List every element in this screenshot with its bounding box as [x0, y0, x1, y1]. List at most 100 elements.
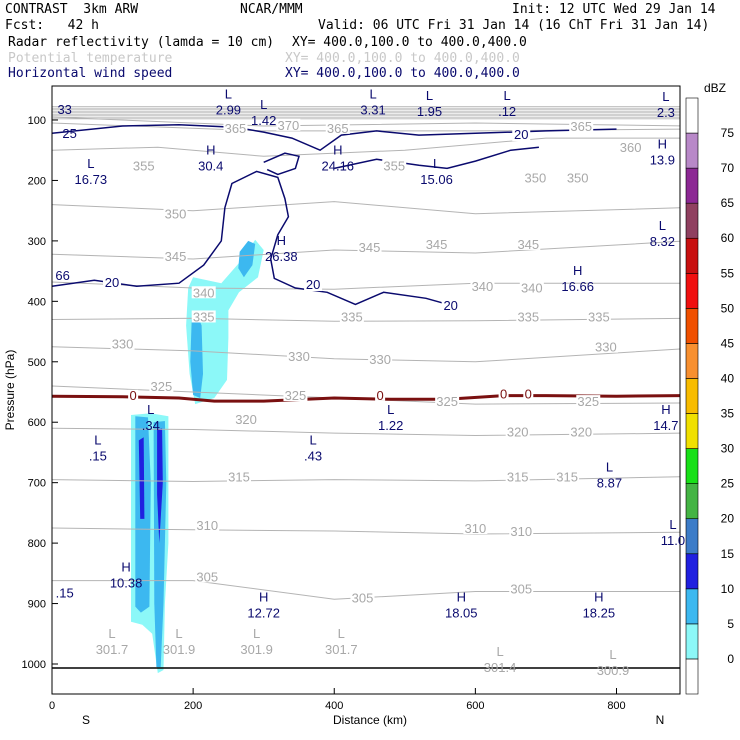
wind-center-value: 30.4: [198, 158, 223, 173]
y-tick-label-800: 800: [28, 538, 46, 550]
theta-label: 330: [369, 352, 391, 367]
theta-label: 335: [193, 309, 215, 324]
edge-label: 25: [62, 126, 76, 141]
wind-center-value: 11.0: [661, 533, 685, 548]
x-tick-label-600: 600: [466, 700, 484, 712]
theta-label-bg: [555, 470, 580, 483]
theta-label: 355: [383, 158, 405, 173]
wind-center-value: .15: [89, 448, 107, 463]
wind-center-symbol: L: [387, 402, 394, 417]
theta-label: 325: [285, 388, 307, 403]
colorbar-swatch-0: [685, 658, 699, 695]
theta-center-value: 301.4: [484, 660, 517, 675]
theta-contour-9: [52, 527, 680, 535]
theta-label: 345: [517, 237, 539, 252]
colorbar-swatch-1: [685, 623, 699, 660]
wind-label: 20: [514, 127, 528, 142]
colorbar-label-0: 0: [727, 652, 734, 666]
theta-label-bg: [505, 470, 530, 483]
wind-label-bg: [304, 278, 323, 292]
wind-center-value: 2.3: [657, 105, 675, 120]
theta-label: 305: [510, 581, 532, 596]
wind-label-bg: [102, 276, 121, 290]
field-reflectivity-xy: XY= 400.0,100.0 to 400.0,400.0: [292, 35, 527, 50]
colorbar-swatch-9: [685, 343, 699, 379]
wind-center-symbol: L: [433, 156, 440, 171]
x-tick-label-800: 800: [607, 700, 625, 712]
theta-label: 330: [288, 349, 310, 364]
wind-center-value: 14.7: [653, 418, 678, 433]
reflectivity-cell-0: [186, 239, 264, 405]
wind-center-symbol: L: [662, 89, 669, 104]
colorbar-label-35: 35: [721, 407, 735, 421]
wind-center-value: 16.66: [561, 279, 594, 294]
theta-label-bg: [191, 310, 216, 323]
edge-label: .15: [56, 586, 74, 601]
theta-label: 310: [196, 518, 218, 533]
theta-label-bg: [565, 171, 590, 184]
theta-label-bg: [505, 425, 530, 438]
wind-center-symbol: H: [259, 590, 268, 605]
wind-center-value: 18.25: [583, 606, 616, 621]
theta-label: 345: [165, 249, 187, 264]
freezing-contour: [52, 394, 680, 403]
theta-label-bg: [163, 250, 188, 263]
wind-contour-2: [334, 146, 539, 170]
theta-label-bg: [516, 310, 541, 323]
wind-center-symbol: H: [277, 233, 286, 248]
theta-label: 365: [570, 119, 592, 134]
field-reflectivity-label: Radar reflectivity (lamda = 10 cm): [8, 35, 275, 50]
reflectivity-cell-6: [157, 428, 163, 544]
plot-frame: [51, 85, 681, 695]
colorbar-label-60: 60: [721, 231, 735, 245]
theta-center-symbol: L: [496, 644, 503, 659]
wind-center-value: 18.05: [445, 606, 478, 621]
colorbar-label-5: 5: [727, 617, 734, 631]
wind-center-symbol: H: [333, 142, 342, 157]
theta-label: 330: [112, 337, 134, 352]
theta-label-bg: [325, 121, 350, 134]
theta-contour-8: [52, 476, 680, 483]
freezing-label-bg: [523, 388, 534, 400]
theta-label-bg: [509, 582, 534, 595]
wind-label-bg: [512, 128, 531, 142]
theta-label-bg: [586, 310, 611, 323]
forecast-hour: Fcst: 42 h: [5, 18, 99, 33]
theta-label-bg: [195, 570, 220, 583]
wind-center-symbol: L: [87, 156, 94, 171]
theta-label: 315: [228, 470, 250, 485]
theta-label-bg: [509, 525, 534, 538]
theta-label: 315: [556, 470, 578, 485]
freezing-label-bg: [128, 389, 139, 401]
y-tick-label-700: 700: [28, 478, 46, 490]
init-time: Init: 12 UTC Wed 29 Jan 14: [512, 2, 716, 17]
theta-label: 355: [133, 158, 155, 173]
theta-label-bg: [195, 519, 220, 531]
colorbar-swatch-15: [685, 132, 699, 169]
wind-center-value: 13.9: [650, 152, 675, 167]
colorbar-swatch-16: [685, 97, 699, 134]
wind-center-value: .43: [304, 448, 322, 463]
theta-center-value: 301.7: [325, 642, 358, 657]
theta-label: 370: [278, 118, 300, 133]
theta-label-bg: [435, 395, 460, 408]
field-theta-xy: XY= 400.0,100.0 to 400.0,400.0: [285, 51, 520, 66]
theta-center-symbol: L: [609, 647, 616, 662]
wind-center-value: 10.38: [110, 575, 143, 590]
theta-contour-4: [52, 317, 680, 322]
theta-label-bg: [424, 237, 449, 250]
theta-label-bg: [576, 395, 601, 408]
wind-center-symbol: L: [426, 88, 433, 103]
theta-label: 305: [352, 591, 374, 606]
wind-center-symbol: H: [594, 590, 603, 605]
theta-label: 325: [577, 394, 599, 409]
wind-center-symbol: H: [206, 142, 215, 157]
wind-center-symbol: L: [606, 460, 613, 475]
wind-center-symbol: L: [147, 402, 154, 417]
wind-center-symbol: H: [658, 136, 667, 151]
wind-center-symbol: L: [369, 87, 376, 102]
freezing-label: 0: [130, 388, 137, 403]
theta-contour-5: [52, 346, 680, 363]
theta-label-bg: [276, 118, 301, 131]
theta-label-bg: [516, 237, 541, 250]
